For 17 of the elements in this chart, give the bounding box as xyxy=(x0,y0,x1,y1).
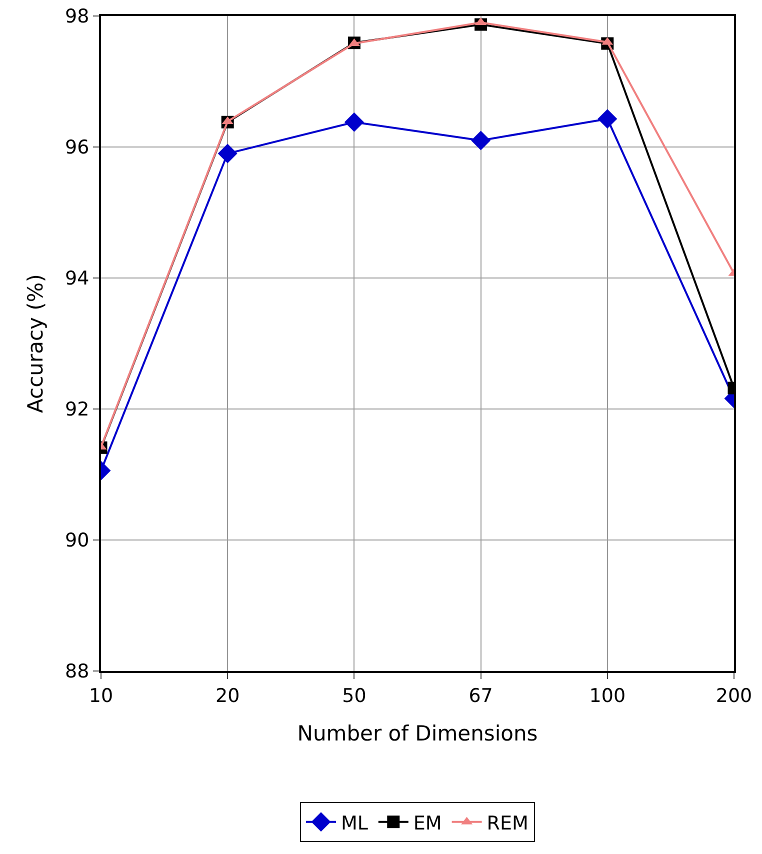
y-axis-title: Accuracy (%) xyxy=(24,274,48,413)
x-tick-label: 50 xyxy=(342,684,366,707)
legend-label: EM xyxy=(413,812,442,834)
y-tick-label: 96 xyxy=(65,136,90,159)
legend-label: REM xyxy=(486,812,528,834)
y-tick-label: 94 xyxy=(65,268,90,290)
y-tick-label: 92 xyxy=(65,398,90,421)
legend-label: ML xyxy=(341,812,368,834)
y-tick-label: 90 xyxy=(65,530,90,552)
x-tick-label: 200 xyxy=(716,684,752,707)
y-tick-label: 98 xyxy=(65,6,90,28)
x-tick-label: 20 xyxy=(216,684,240,707)
y-tick-label: 88 xyxy=(65,660,90,683)
x-axis-title: Number of Dimensions xyxy=(297,722,538,746)
x-tick-label: 67 xyxy=(468,684,493,707)
x-tick-label: 100 xyxy=(589,684,626,707)
x-tick-label: 10 xyxy=(88,684,114,707)
